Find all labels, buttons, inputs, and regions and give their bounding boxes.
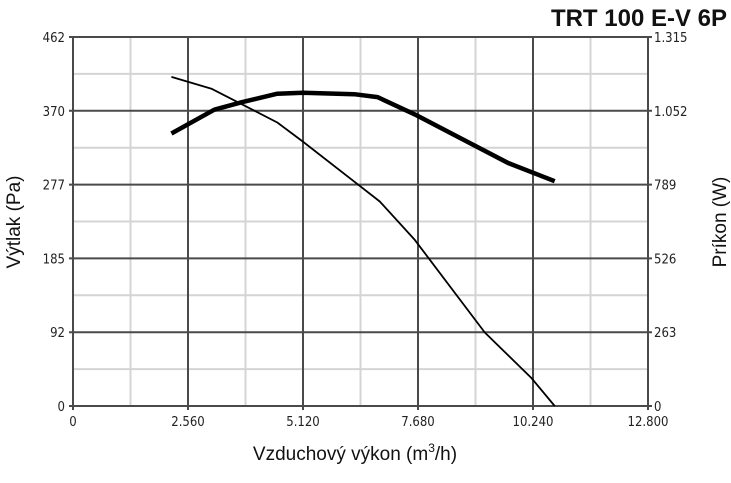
y-tick-label: 0: [58, 400, 65, 415]
y2-tick-label: 526: [654, 252, 676, 267]
y2-tick-label: 1.052: [654, 105, 687, 120]
x-axis-label-main: Vzduchový výkon (m: [253, 444, 428, 465]
y2-axis-label: Príkon (W): [710, 177, 731, 268]
x-tick-label: 2.560: [171, 415, 204, 430]
y-tick-label: 462: [43, 31, 65, 46]
x-tick-label: 0: [69, 415, 76, 430]
y2-tick-label: 789: [654, 179, 676, 194]
x-tick-label: 7.680: [401, 415, 434, 430]
chart-title: TRT 100 E-V 6P: [551, 5, 727, 32]
y-tick-label: 185: [43, 252, 65, 267]
x-axis-label: Vzduchový výkon (m3/h): [253, 441, 457, 465]
x-tick-label: 12.800: [628, 415, 669, 430]
pressure-curve: [171, 76, 556, 407]
y2-tick-label: 0: [654, 400, 661, 415]
power-curve: [170, 90, 556, 184]
x-axis-label-end: /h): [435, 444, 457, 465]
y-tick-label: 277: [43, 179, 65, 194]
y2-tick-label: 263: [654, 326, 676, 341]
y-tick-label: 370: [43, 105, 65, 120]
x-axis-label-sup: 3: [428, 441, 435, 455]
y-axis-label: Výtlak (Pa): [4, 176, 25, 269]
curves: [170, 76, 556, 407]
x-tick-label: 5.120: [286, 415, 319, 430]
y-tick-label: 92: [50, 326, 65, 341]
grid: [69, 36, 652, 410]
y2-tick-label: 1.315: [654, 31, 687, 46]
x-tick-label: 10.240: [513, 415, 554, 430]
